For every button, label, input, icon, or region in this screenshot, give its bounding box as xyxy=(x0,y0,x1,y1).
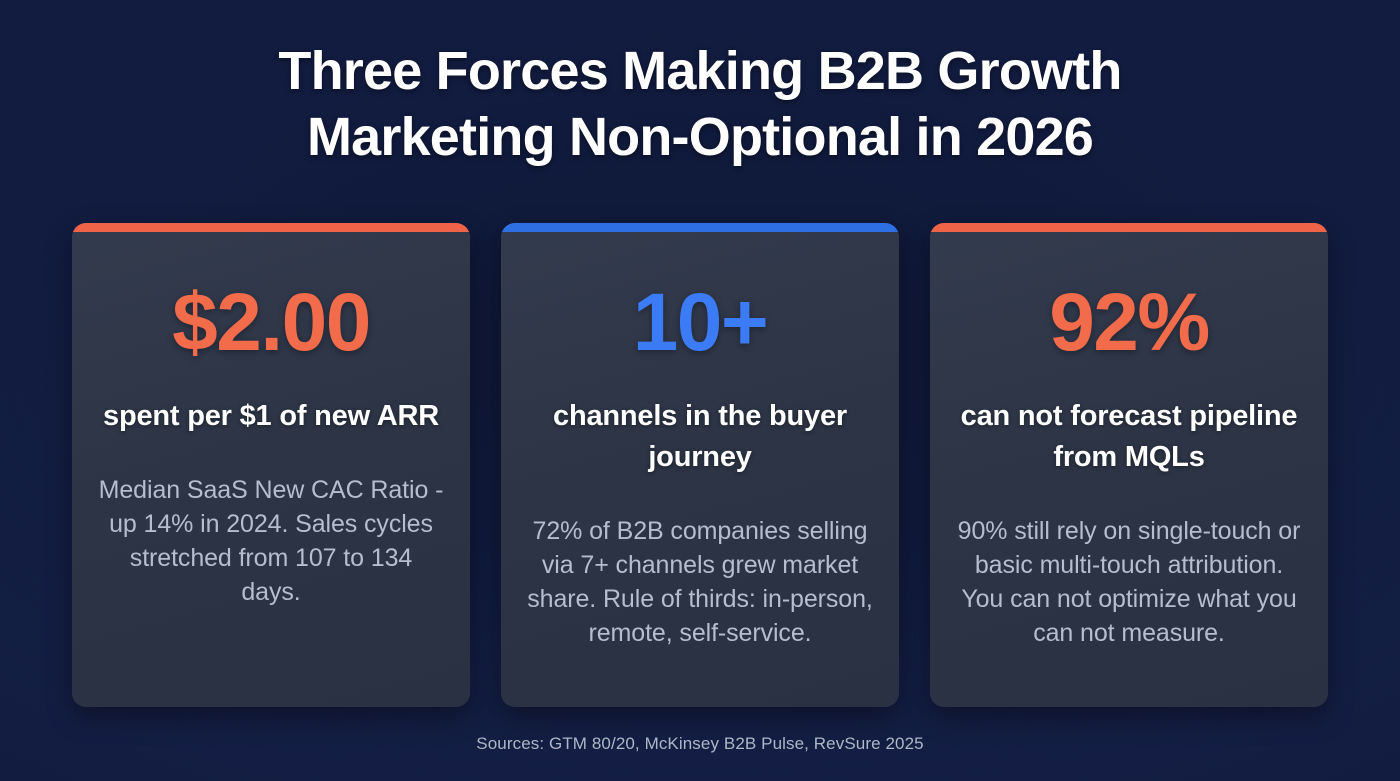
stat-description-3: 90% still rely on single-touch or basic … xyxy=(957,517,1301,647)
stat-value-1: $2.00 xyxy=(172,277,371,368)
sources-footnote: Sources: GTM 80/20, McKinsey B2B Pulse, … xyxy=(476,734,924,753)
page-title-line-1: Three Forces Making B2B Growth xyxy=(278,41,1122,101)
page-title: Three Forces Making B2B Growth Marketing… xyxy=(0,38,1400,170)
card-accent-bar-3 xyxy=(930,223,1328,232)
card-accent-bar-1 xyxy=(72,223,470,232)
stat-label-3: can not forecast pipeline from MQLs xyxy=(960,400,1298,473)
stat-value-3: 92% xyxy=(1049,277,1210,368)
stat-card-3: 92% can not forecast pipeline from MQLs … xyxy=(930,223,1328,707)
stat-description-1: Median SaaS New CAC Ratio - up 14% in 20… xyxy=(98,476,444,606)
stat-label-1: spent per $1 of new ARR xyxy=(103,400,439,432)
stat-card-2: 10+ channels in the buyer journey 72% of… xyxy=(501,223,899,707)
stat-cards-row: $2.00 spent per $1 of new ARR Median Saa… xyxy=(72,223,1328,707)
stat-card-1: $2.00 spent per $1 of new ARR Median Saa… xyxy=(72,223,470,707)
stat-label-2: channels in the buyer journey xyxy=(553,400,847,473)
card-accent-bar-2 xyxy=(501,223,899,232)
stat-description-2: 72% of B2B companies selling via 7+ chan… xyxy=(527,517,873,647)
stat-value-2: 10+ xyxy=(632,277,769,368)
page-title-line-2: Marketing Non-Optional in 2026 xyxy=(306,107,1094,167)
